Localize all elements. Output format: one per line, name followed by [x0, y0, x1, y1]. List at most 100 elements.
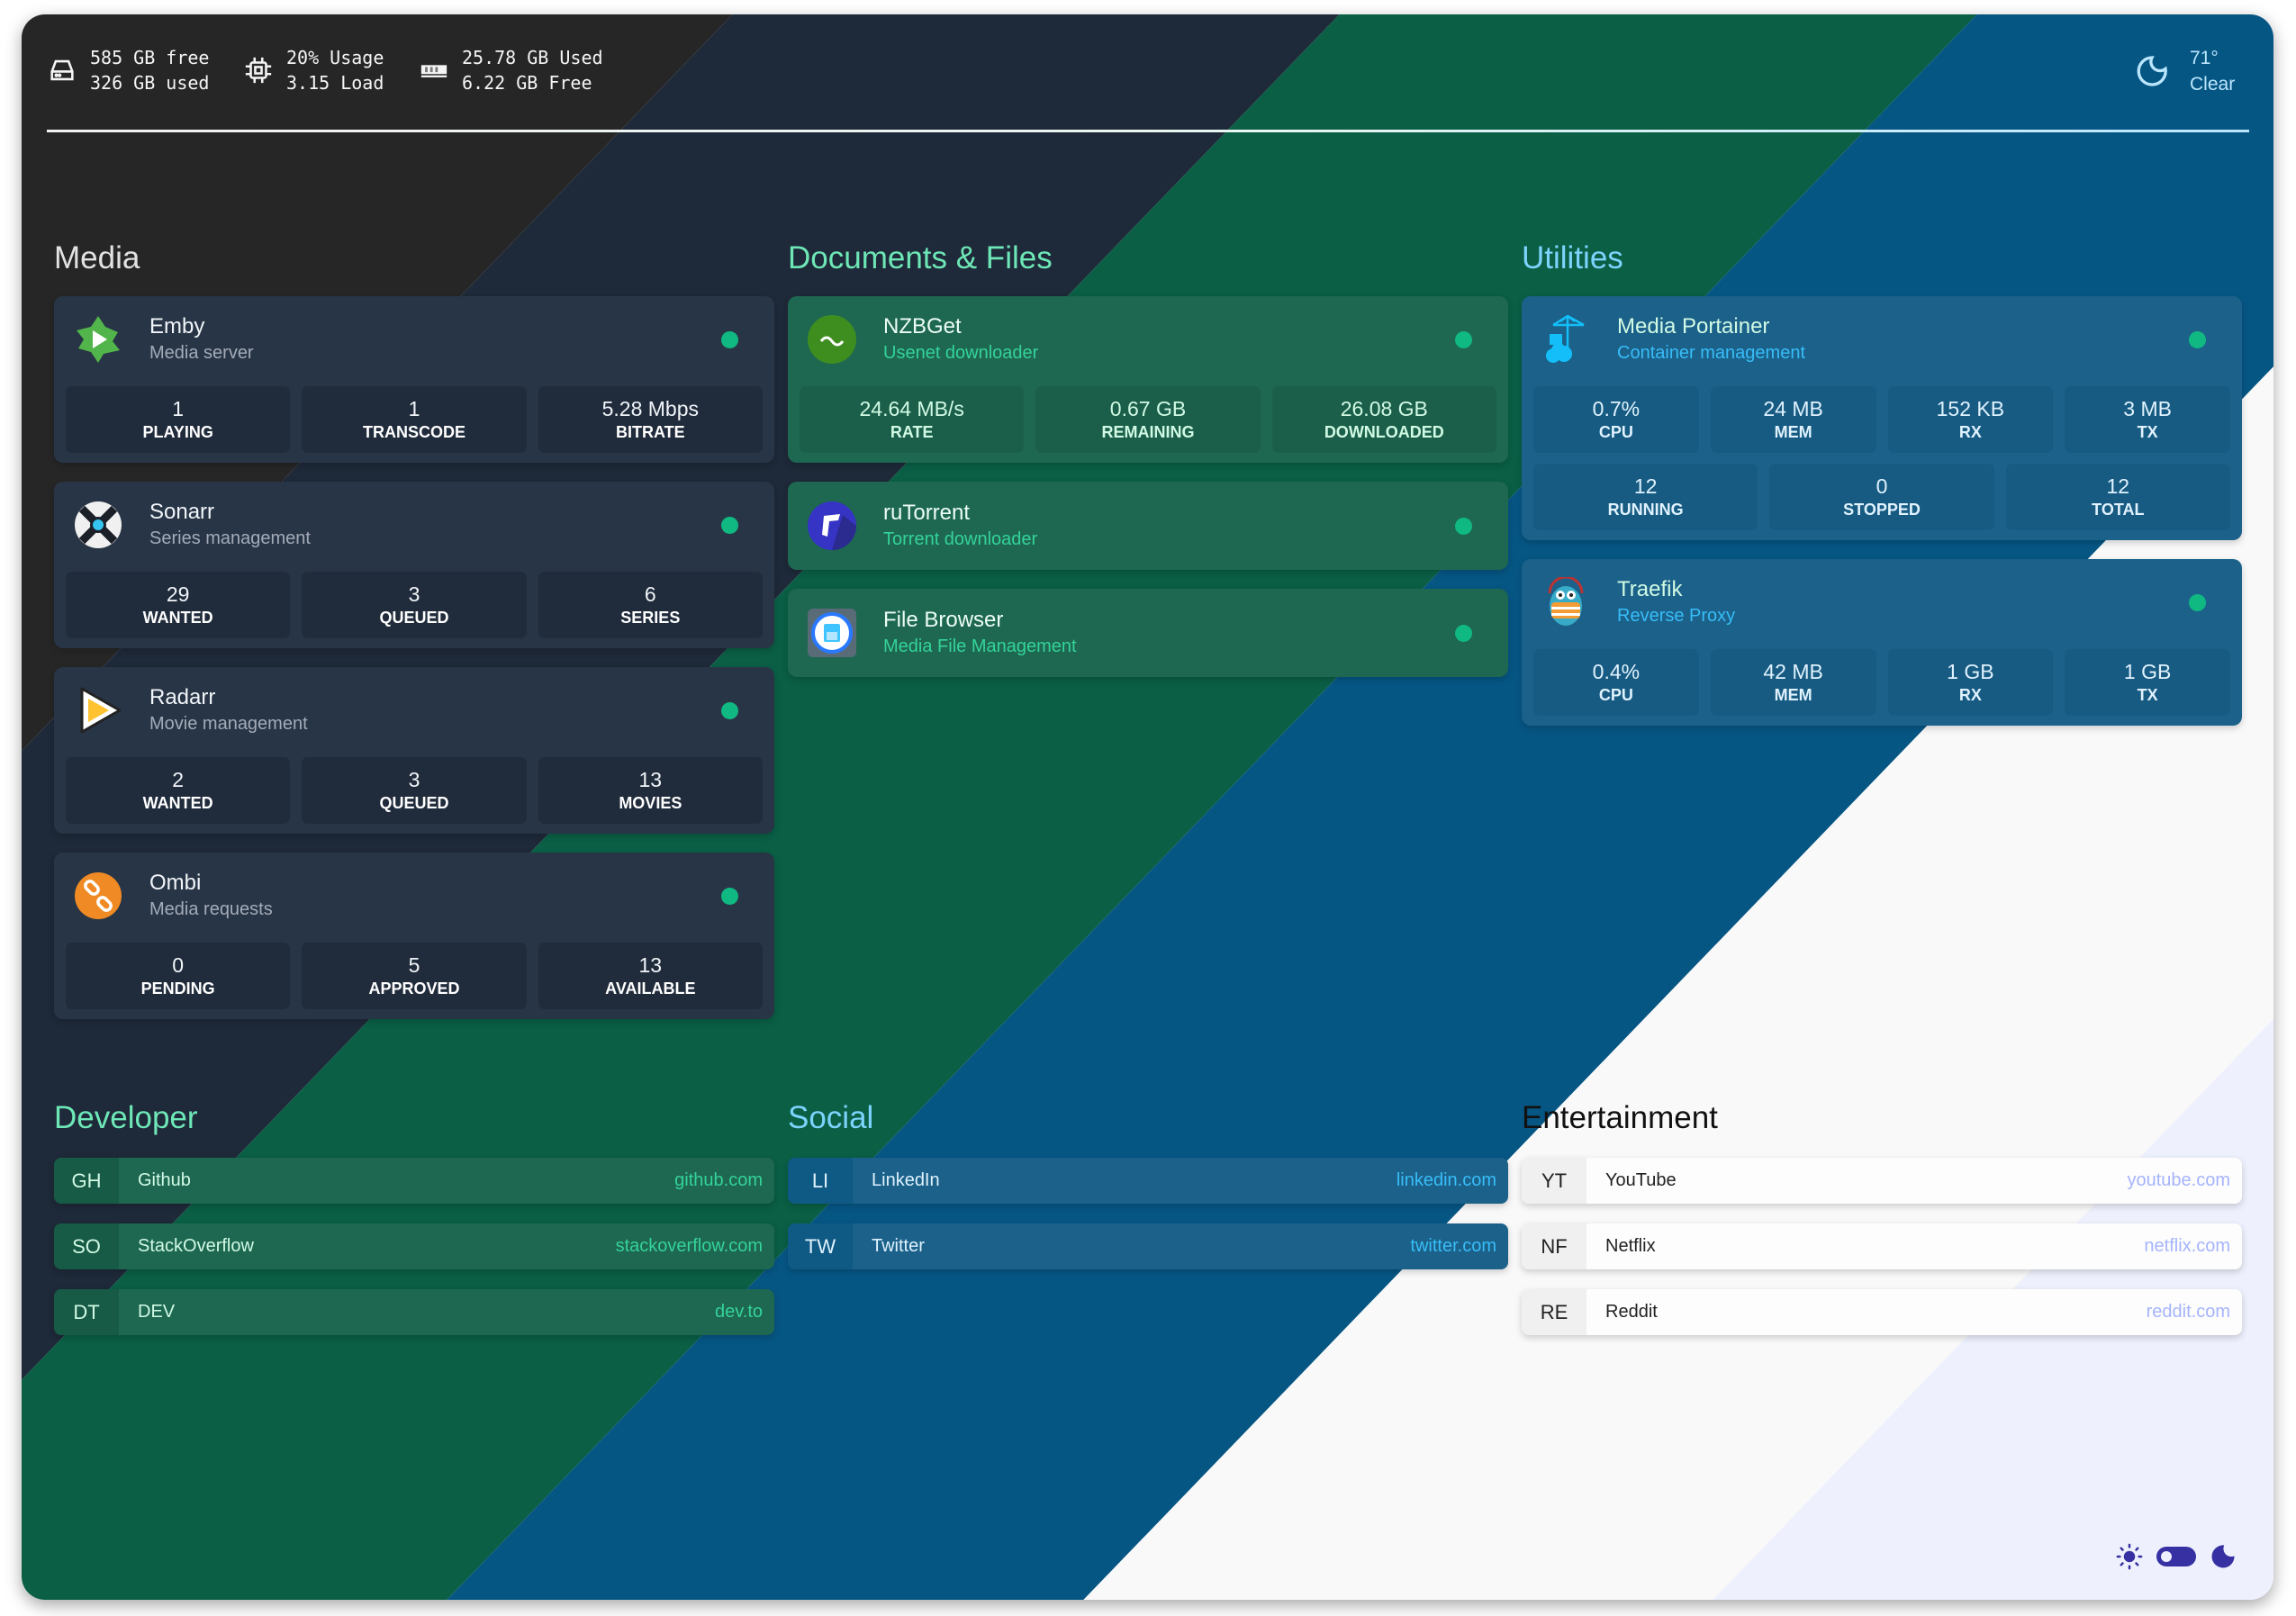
service-card-sonarr[interactable]: Sonarr Series management 29 WANTED 3 QUEUED 6 S…	[54, 482, 774, 648]
stat-box: 0.67 GB REMAINING	[1035, 386, 1261, 453]
stat-value: 24.64 MB/s	[859, 397, 964, 420]
stat-value: 13	[638, 953, 663, 977]
service-text: NZBGet Usenet downloader	[883, 313, 1038, 366]
group-heading: Entertainment	[1522, 1100, 1718, 1135]
disk-free: 585 GB free	[90, 47, 210, 68]
stat-label: STOPPED	[1843, 501, 1921, 519]
stat-label: TOTAL	[2092, 501, 2145, 519]
stat-label: TX	[2137, 686, 2158, 704]
stat-value: 26.08 GB	[1340, 397, 1428, 420]
ombi-logo-icon	[73, 871, 123, 921]
stat-label: CPU	[1598, 423, 1633, 441]
bookmark-name: Netflix	[1605, 1236, 1656, 1256]
bookmark-abbreviation: LI	[788, 1158, 853, 1204]
service-card-traefik[interactable]: Traefik Reverse Proxy 0.4% CPU 42 MB MEM 1 GB R…	[1522, 559, 2242, 726]
stat-label: PENDING	[140, 980, 215, 998]
radarr-logo-icon	[73, 685, 123, 736]
stat-label: BITRATE	[615, 423, 685, 441]
stat-box: 13 AVAILABLE	[538, 943, 763, 1009]
group-heading: Documents & Files	[788, 240, 1053, 275]
bookmark-link[interactable]: YT YouTube youtube.com	[1522, 1158, 2242, 1204]
rutorrent-logo-icon	[807, 501, 857, 551]
bookmark-link[interactable]: GH Github github.com	[54, 1158, 774, 1204]
stat-label: SERIES	[620, 609, 681, 627]
service-card-rutorrent[interactable]: ruTorrent Torrent downloader	[788, 482, 1508, 570]
bookmark-abbreviation: YT	[1522, 1158, 1586, 1204]
stat-box: 152 KB RX	[1887, 386, 2054, 453]
status-dot	[1455, 518, 1472, 535]
bookmark-link[interactable]: SO StackOverflow stackoverflow.com	[54, 1223, 774, 1269]
service-card-radarr[interactable]: Radarr Movie management 2 WANTED 3 QUEUED 13 MO…	[54, 667, 774, 834]
stat-box: 24.64 MB/s RATE	[800, 386, 1025, 453]
bookmark-link[interactable]: NF Netflix netflix.com	[1522, 1223, 2242, 1269]
bookmark-abbreviation: GH	[54, 1158, 119, 1204]
service-text: Radarr Movie management	[149, 684, 308, 736]
ram-free: 6.22 GB Free	[462, 72, 592, 94]
stat-box: 0 PENDING	[66, 943, 291, 1009]
service-card-filebrowser[interactable]: File Browser Media File Management	[788, 589, 1508, 677]
status-dot	[2189, 331, 2206, 348]
stat-value: 3	[408, 582, 420, 606]
cpu-chip-icon	[245, 57, 272, 84]
stat-value: 5.28 Mbps	[601, 397, 700, 420]
service-card-portainer[interactable]: Media Portainer Container management 0.7% C…	[1522, 296, 2242, 540]
stat-box: 29 WANTED	[66, 572, 291, 638]
band-lavender	[1713, 1018, 2273, 1600]
bookmark-link[interactable]: RE Reddit reddit.com	[1522, 1289, 2242, 1335]
ram-used: 25.78 GB Used	[462, 47, 603, 68]
service-text: Ombi Media requests	[149, 870, 273, 922]
bookmark-link[interactable]: DT DEV dev.to	[54, 1289, 774, 1335]
stat-value: 1	[172, 397, 185, 420]
stat-label: MOVIES	[619, 794, 682, 812]
service-name: Emby	[149, 314, 205, 339]
service-card-header: NZBGet Usenet downloader	[800, 296, 1496, 383]
stat-value: 1	[408, 397, 420, 420]
stat-box: 5 APPROVED	[302, 943, 527, 1009]
stat-value: 24 MB	[1763, 397, 1823, 420]
status-dot	[2189, 594, 2206, 611]
stat-value: 0	[1876, 474, 1888, 498]
service-name: NZBGet	[883, 314, 962, 339]
service-card-emby[interactable]: Emby Media server 1 PLAYING 1 TRANSCODE 5.28 M…	[54, 296, 774, 463]
stat-label: WANTED	[142, 609, 213, 627]
service-card-ombi[interactable]: Ombi Media requests 0 PENDING 5 APPROVED 13 AVA…	[54, 853, 774, 1019]
stat-row: 0 PENDING 5 APPROVED 13 AVAILABLE	[66, 943, 763, 1009]
weather-condition: Clear	[2190, 74, 2236, 95]
memory-icon	[420, 65, 447, 77]
theme-toggle-switch[interactable]	[2156, 1546, 2197, 1567]
stat-box: 3 MB TX	[2065, 386, 2230, 453]
bookmark-link[interactable]: TW Twitter twitter.com	[788, 1223, 1508, 1269]
service-text: Emby Media server	[149, 313, 254, 366]
bookmark-url: linkedin.com	[1396, 1170, 1496, 1190]
stat-label: RATE	[890, 423, 934, 441]
bookmark-group: Entertainment YT YouTube youtube.com NF Netfl…	[1522, 1096, 2242, 1355]
stat-box: 12 TOTAL	[2005, 464, 2230, 530]
service-name: Media Portainer	[1617, 314, 1770, 339]
stat-row: 1 PLAYING 1 TRANSCODE 5.28 Mbps BITRATE	[66, 386, 763, 453]
moon-icon[interactable]	[2210, 1543, 2237, 1570]
stat-box: 24 MB MEM	[1710, 386, 1876, 453]
service-description: Media server	[149, 343, 254, 363]
group-heading: Utilities	[1522, 240, 1623, 275]
service-name: File Browser	[883, 608, 1004, 632]
bookmark-name: Github	[138, 1170, 191, 1190]
sun-icon[interactable]	[2116, 1543, 2143, 1570]
service-text: Media Portainer Container management	[1617, 313, 1805, 366]
stat-box: 0.4% CPU	[1533, 649, 1699, 716]
service-text: Sonarr Series management	[149, 499, 311, 551]
service-card-header: Radarr Movie management	[66, 667, 763, 754]
stat-label: WANTED	[142, 794, 213, 812]
stat-row: 12 RUNNING 0 STOPPED 12 TOTAL	[1533, 464, 2230, 530]
bookmark-url: stackoverflow.com	[615, 1236, 763, 1256]
stat-label: TRANSCODE	[362, 423, 466, 441]
service-description: Media requests	[149, 899, 273, 919]
service-card-header: Ombi Media requests	[66, 853, 763, 939]
service-group: Media Emby Media server 1 PLAYING 1 TRANSCODE 5…	[54, 236, 774, 1038]
service-card-nzbget[interactable]: NZBGet Usenet downloader 24.64 MB/s RATE 0.6…	[788, 296, 1508, 463]
service-card-header: Emby Media server	[66, 296, 763, 383]
status-dot	[1455, 625, 1472, 642]
stat-box: 1 TRANSCODE	[302, 386, 527, 453]
bookmark-link[interactable]: LI LinkedIn linkedin.com	[788, 1158, 1508, 1204]
stat-label: QUEUED	[379, 609, 449, 627]
cpu-widget: 20% Usage 3.15 Load	[243, 45, 384, 95]
